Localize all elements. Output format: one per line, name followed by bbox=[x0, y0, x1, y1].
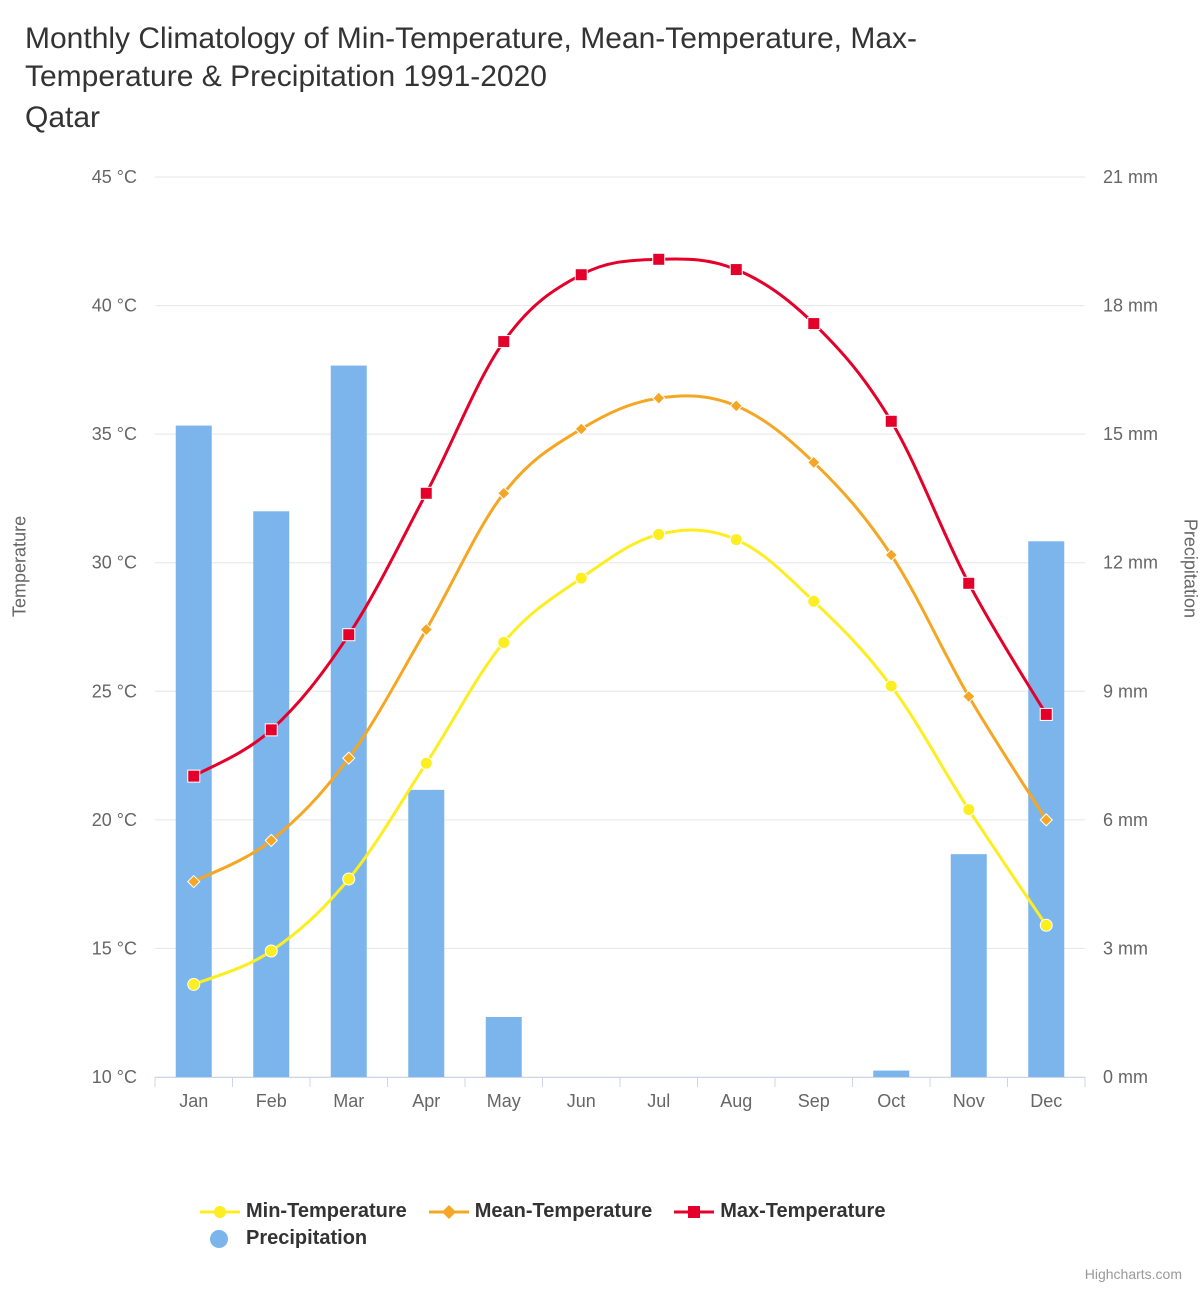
svg-text:25 °C: 25 °C bbox=[92, 681, 137, 701]
svg-text:Jul: Jul bbox=[647, 1091, 670, 1111]
legend-label: Max-Temperature bbox=[720, 1200, 885, 1223]
svg-text:15 mm: 15 mm bbox=[1103, 424, 1158, 444]
chart-area: 10 °C 15 °C 20 °C 25 °C 30 °C 35 °C 40 °C 45 °C… bbox=[25, 157, 1185, 1157]
chart-title-line1: Monthly Climatology of Min-Temperature, … bbox=[25, 22, 917, 55]
svg-text:3 mm: 3 mm bbox=[1103, 938, 1148, 958]
y-axis-left-label: Temperature bbox=[10, 515, 31, 616]
legend-item-precipitation[interactable]: Precipitation bbox=[200, 1227, 367, 1250]
svg-text:20 °C: 20 °C bbox=[92, 809, 137, 829]
svg-text:Jan: Jan bbox=[179, 1091, 208, 1111]
y-axis-right-label: Precipitation bbox=[1180, 518, 1200, 617]
legend-item-max-temp[interactable]: Max-Temperature bbox=[674, 1200, 885, 1223]
legend-item-min-temp[interactable]: Min-Temperature bbox=[200, 1200, 407, 1223]
legend-label: Precipitation bbox=[246, 1227, 367, 1250]
svg-text:35 °C: 35 °C bbox=[92, 424, 137, 444]
chart-title-line2: Temperature & Precipitation 1991-2020 bbox=[25, 60, 547, 93]
svg-text:May: May bbox=[487, 1091, 521, 1111]
svg-text:30 °C: 30 °C bbox=[92, 552, 137, 572]
credit-link[interactable]: Highcharts.com bbox=[1085, 1266, 1182, 1282]
svg-text:45 °C: 45 °C bbox=[92, 167, 137, 187]
chart-svg: 10 °C 15 °C 20 °C 25 °C 30 °C 35 °C 40 °C 45 °C… bbox=[25, 157, 1185, 1157]
svg-text:15 °C: 15 °C bbox=[92, 938, 137, 958]
svg-text:0 mm: 0 mm bbox=[1103, 1067, 1148, 1087]
svg-text:10 °C: 10 °C bbox=[92, 1067, 137, 1087]
svg-text:Aug: Aug bbox=[720, 1091, 752, 1111]
svg-text:Dec: Dec bbox=[1030, 1091, 1062, 1111]
chart-subtitle: Qatar bbox=[25, 99, 1190, 137]
svg-text:9 mm: 9 mm bbox=[1103, 681, 1148, 701]
legend-label: Min-Temperature bbox=[246, 1200, 407, 1223]
legend-label: Mean-Temperature bbox=[475, 1200, 652, 1223]
svg-text:40 °C: 40 °C bbox=[92, 295, 137, 315]
svg-text:Mar: Mar bbox=[333, 1091, 364, 1111]
svg-text:12 mm: 12 mm bbox=[1103, 552, 1158, 572]
legend: Min-Temperature Mean-Temperature Max-Tempe… bbox=[0, 1200, 1200, 1250]
svg-text:18 mm: 18 mm bbox=[1103, 295, 1158, 315]
svg-text:Sep: Sep bbox=[798, 1091, 830, 1111]
svg-text:Apr: Apr bbox=[412, 1091, 440, 1111]
svg-text:21 mm: 21 mm bbox=[1103, 167, 1158, 187]
svg-text:Nov: Nov bbox=[953, 1091, 985, 1111]
svg-text:6 mm: 6 mm bbox=[1103, 809, 1148, 829]
svg-text:Feb: Feb bbox=[256, 1091, 287, 1111]
svg-text:Oct: Oct bbox=[877, 1091, 905, 1111]
legend-item-mean-temp[interactable]: Mean-Temperature bbox=[429, 1200, 652, 1223]
svg-text:Jun: Jun bbox=[567, 1091, 596, 1111]
